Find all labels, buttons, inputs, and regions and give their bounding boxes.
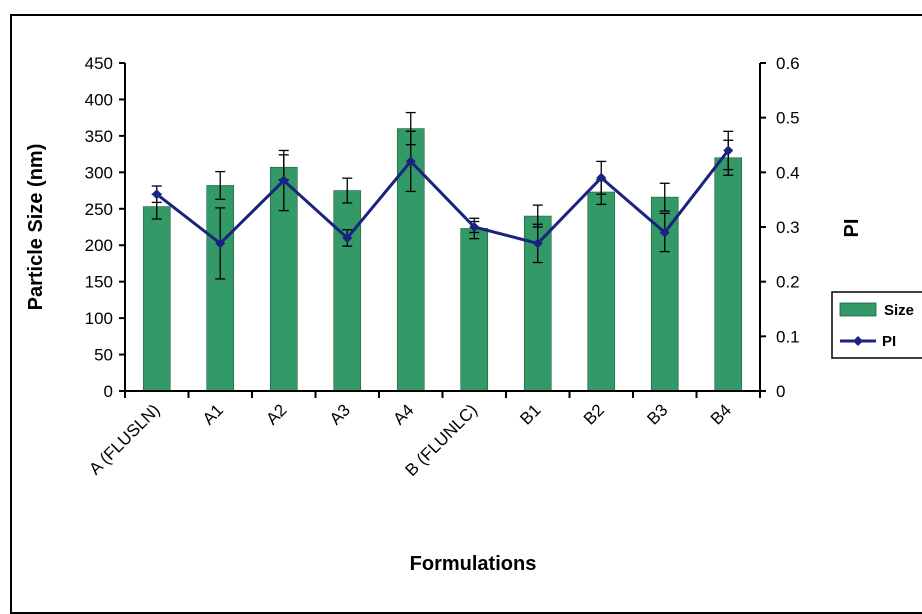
tick-labels: 0 50 100 150 200 250 300 350 400 450 0 0.1 0.2 0.3 0.4… <box>85 54 800 480</box>
axes <box>119 62 766 398</box>
y-tick-label: 400 <box>85 90 113 109</box>
y-tick-label: 300 <box>85 163 113 182</box>
y2-tick-label: 0.4 <box>776 163 800 182</box>
y-axis-title: Particle Size (nm) <box>25 144 47 311</box>
pi-point <box>151 189 162 200</box>
y-tick-label: 250 <box>85 200 113 219</box>
pi-point <box>215 238 226 249</box>
pi-line <box>155 149 730 246</box>
y-tick-label: 450 <box>85 54 113 73</box>
y-tick-label: 200 <box>85 236 113 255</box>
pi-line-series <box>151 145 734 249</box>
x-tick-label: B1 <box>516 400 544 428</box>
legend-size-label: Size <box>884 302 914 319</box>
pi-point <box>723 145 734 156</box>
legend-size-swatch <box>839 302 877 317</box>
pi-point <box>596 172 607 183</box>
y-tick-label: 100 <box>85 309 113 328</box>
y2-tick-label: 0.2 <box>776 273 800 292</box>
pi-point <box>342 232 353 243</box>
bar-error-bars <box>151 111 734 240</box>
pi-point <box>278 175 289 186</box>
y2-tick-label: 0.1 <box>776 327 800 346</box>
y-tick-label: 50 <box>94 346 113 365</box>
pi-point <box>532 238 543 249</box>
pi-point <box>405 156 416 167</box>
y2-axis-title: PI <box>841 219 863 238</box>
x-tick-label: A4 <box>389 400 417 428</box>
legend-pi-label: PI <box>882 333 896 350</box>
size-bar <box>333 190 362 392</box>
size-bar <box>460 228 489 392</box>
x-tick-label: A3 <box>326 400 354 428</box>
size-bar <box>587 191 616 392</box>
y2-tick-label: 0 <box>776 382 785 401</box>
x-tick-label: A (FLUSLN) <box>85 400 163 478</box>
x-axis-title: Formulations <box>410 553 537 575</box>
y-tick-label: 350 <box>85 127 113 146</box>
pi-point <box>659 227 670 238</box>
x-tick-label: B4 <box>707 400 735 428</box>
size-bar <box>142 206 171 392</box>
x-tick-label: B2 <box>580 400 608 428</box>
y-tick-label: 0 <box>104 382 113 401</box>
legend: Size PI <box>831 291 922 359</box>
x-tick-label: A1 <box>199 400 227 428</box>
legend-pi-marker <box>853 336 863 346</box>
size-bar <box>714 157 743 392</box>
pi-point <box>469 222 480 232</box>
y2-tick-label: 0.5 <box>776 109 800 128</box>
chart: 0 50 100 150 200 250 300 350 400 450 0 0.1 0.2 0.3 0.4… <box>25 54 922 575</box>
pi-error-bars <box>151 130 734 280</box>
y2-tick-label: 0.3 <box>776 218 800 237</box>
y2-tick-label: 0.6 <box>776 54 800 73</box>
x-tick-label: A2 <box>262 400 290 428</box>
y-tick-label: 150 <box>85 273 113 292</box>
x-tick-label: B3 <box>643 400 671 428</box>
bar-series <box>142 128 743 392</box>
